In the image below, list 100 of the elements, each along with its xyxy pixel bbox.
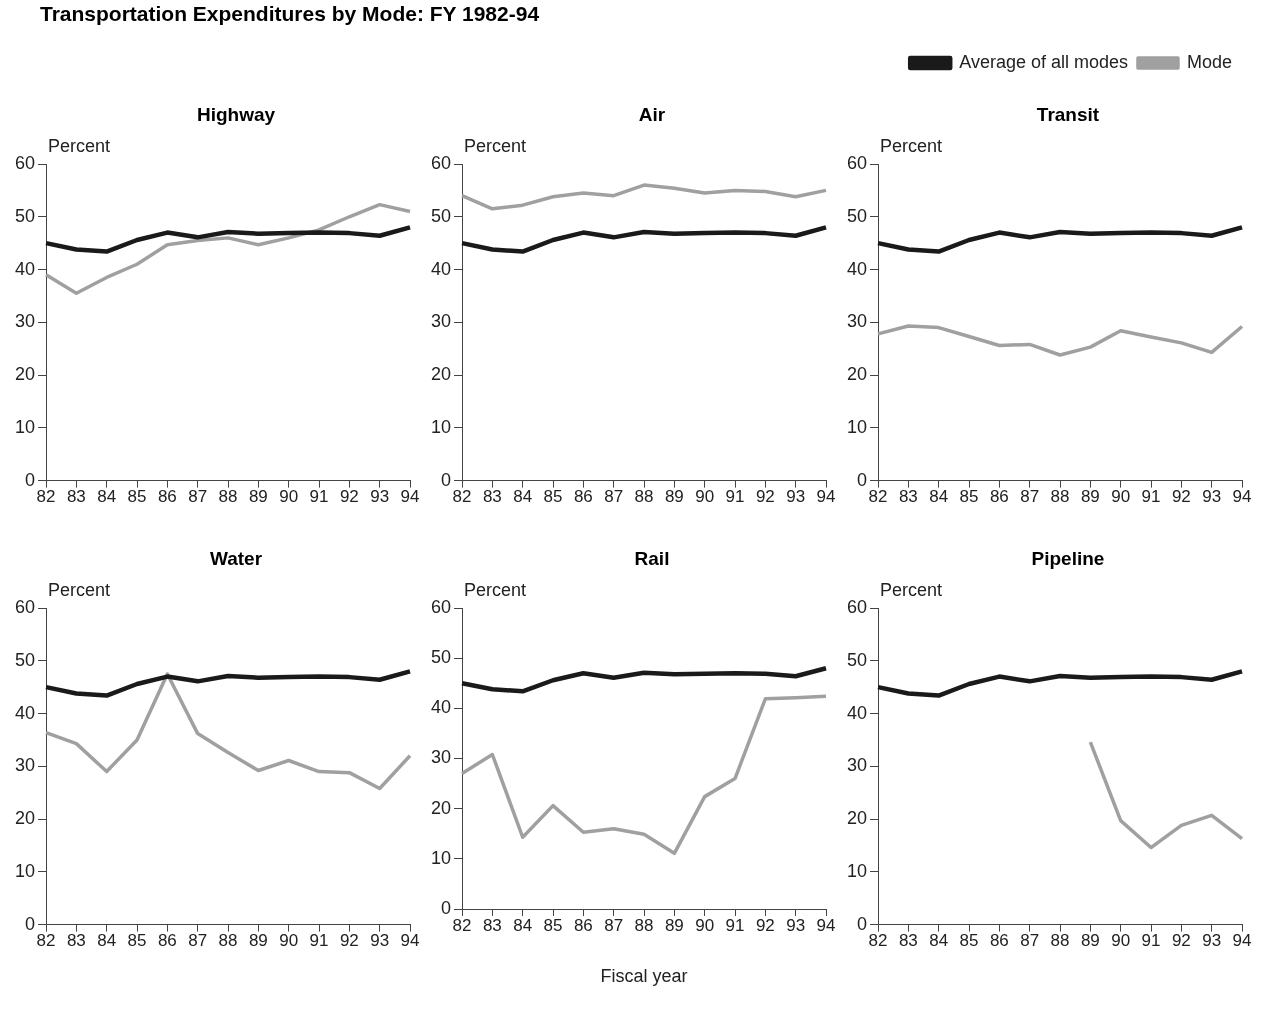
chart-subtitle: Transit xyxy=(1035,104,1101,127)
x-tick-label: 82 xyxy=(868,487,888,507)
chart-subtitle: Rail xyxy=(633,548,671,571)
chart-subtitle: Pipeline xyxy=(1030,548,1106,571)
x-tick-label: 83 xyxy=(898,487,918,507)
x-tick-label: 90 xyxy=(279,487,299,507)
y-tick-label: 40 xyxy=(14,702,36,723)
x-tick-label: 94 xyxy=(400,487,420,507)
y-tick-label: 60 xyxy=(14,152,36,173)
x-tick-label: 89 xyxy=(248,931,268,951)
y-tick-label: 10 xyxy=(14,416,36,437)
x-tick-label: 92 xyxy=(1171,487,1191,507)
y-tick-label: 10 xyxy=(14,860,36,881)
y-tick-label: 0 xyxy=(25,469,36,490)
x-tick-label: 93 xyxy=(786,915,806,935)
x-tick-label: 86 xyxy=(157,931,177,951)
y-tick-label: 20 xyxy=(430,797,452,818)
x-tick-label: 86 xyxy=(989,487,1009,507)
legend-label: Average of all modes xyxy=(959,51,1128,72)
x-tick-label: 94 xyxy=(1232,931,1252,951)
x-tick-label: 92 xyxy=(339,931,359,951)
x-tick-label: 91 xyxy=(1141,487,1161,507)
x-tick-label: 82 xyxy=(868,931,888,951)
y-tick-label: 40 xyxy=(430,697,452,718)
x-axis-title: Fiscal year xyxy=(600,966,688,987)
x-tick-label: 91 xyxy=(309,931,329,951)
x-tick-label: 86 xyxy=(573,487,593,507)
x-tick-label: 89 xyxy=(1080,487,1100,507)
x-tick-label: 84 xyxy=(513,487,533,507)
y-axis-title: Percent xyxy=(880,579,943,600)
x-tick-label: 82 xyxy=(452,915,472,935)
x-tick-label: 85 xyxy=(543,487,563,507)
x-tick-label: 88 xyxy=(218,931,238,951)
y-tick-label: 0 xyxy=(441,897,452,918)
x-tick-label: 88 xyxy=(634,487,654,507)
y-tick-label: 20 xyxy=(430,364,452,385)
x-tick-label: 86 xyxy=(573,915,593,935)
y-tick-label: 40 xyxy=(430,258,452,279)
y-tick-label: 60 xyxy=(430,596,452,617)
x-tick-label: 84 xyxy=(97,487,117,507)
y-tick-label: 40 xyxy=(846,702,868,723)
x-tick-label: 84 xyxy=(97,931,117,951)
y-tick-label: 50 xyxy=(846,649,868,670)
x-tick-label: 92 xyxy=(755,915,775,935)
x-tick-label: 94 xyxy=(400,931,420,951)
y-tick-label: 30 xyxy=(14,311,36,332)
x-tick-label: 90 xyxy=(279,931,299,951)
y-tick-label: 0 xyxy=(25,913,36,934)
x-tick-label: 91 xyxy=(725,487,745,507)
x-tick-label: 84 xyxy=(929,931,949,951)
y-tick-label: 50 xyxy=(14,649,36,670)
y-tick-label: 0 xyxy=(857,913,868,934)
x-tick-label: 89 xyxy=(664,487,684,507)
y-tick-label: 60 xyxy=(846,596,868,617)
x-tick-label: 87 xyxy=(604,915,624,935)
x-tick-label: 88 xyxy=(1050,487,1070,507)
x-tick-label: 90 xyxy=(695,915,715,935)
chart-title: Transportation Expenditures by Mode: FY 1982-94 xyxy=(40,2,540,26)
y-tick-label: 30 xyxy=(846,755,868,776)
x-tick-label: 87 xyxy=(188,487,208,507)
x-tick-label: 84 xyxy=(929,487,949,507)
legend-label: Mode xyxy=(1186,51,1232,72)
x-tick-label: 93 xyxy=(370,931,390,951)
y-tick-label: 10 xyxy=(846,416,868,437)
x-tick-label: 83 xyxy=(898,931,918,951)
x-tick-label: 82 xyxy=(36,487,56,507)
chart-subtitle: Air xyxy=(637,104,667,127)
x-tick-label: 91 xyxy=(1141,931,1161,951)
x-tick-label: 91 xyxy=(725,915,745,935)
y-tick-label: 50 xyxy=(430,205,452,226)
x-tick-label: 93 xyxy=(1202,487,1222,507)
x-tick-label: 86 xyxy=(157,487,177,507)
y-axis-title: Percent xyxy=(48,135,111,156)
x-tick-label: 93 xyxy=(370,487,390,507)
x-tick-label: 90 xyxy=(1111,487,1131,507)
x-tick-label: 85 xyxy=(959,931,979,951)
x-tick-label: 87 xyxy=(188,931,208,951)
x-tick-label: 94 xyxy=(816,487,836,507)
y-tick-label: 30 xyxy=(430,747,452,768)
x-tick-label: 82 xyxy=(452,487,472,507)
x-tick-label: 90 xyxy=(695,487,715,507)
x-tick-label: 92 xyxy=(755,487,775,507)
x-tick-label: 84 xyxy=(513,915,533,935)
x-tick-label: 85 xyxy=(127,931,147,951)
x-tick-label: 83 xyxy=(482,487,502,507)
x-tick-label: 85 xyxy=(959,487,979,507)
y-tick-label: 50 xyxy=(430,647,452,668)
x-tick-label: 88 xyxy=(218,487,238,507)
x-tick-label: 85 xyxy=(127,487,147,507)
x-tick-label: 92 xyxy=(339,487,359,507)
x-tick-label: 89 xyxy=(664,915,684,935)
x-tick-label: 87 xyxy=(604,487,624,507)
y-tick-label: 20 xyxy=(14,364,36,385)
y-tick-label: 10 xyxy=(430,847,452,868)
x-tick-label: 89 xyxy=(1080,931,1100,951)
y-tick-label: 60 xyxy=(846,152,868,173)
y-axis-title: Percent xyxy=(880,135,943,156)
y-tick-label: 0 xyxy=(441,469,452,490)
x-tick-label: 94 xyxy=(816,915,836,935)
y-tick-label: 20 xyxy=(14,808,36,829)
